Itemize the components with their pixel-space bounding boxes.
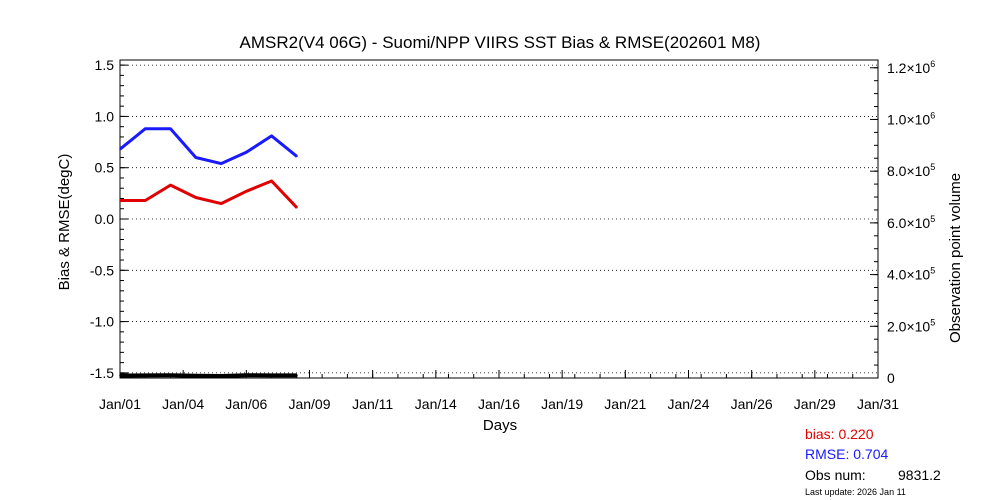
data-point-bias (245, 190, 248, 193)
x-axis: Jan/01 Jan/04 Jan/06 Jan/09 Jan/11 Jan/14 Jan/… (99, 370, 899, 412)
data-point-obs (144, 374, 147, 377)
data-point-bias (119, 199, 121, 202)
x-tick-label: Jan/24 (667, 396, 709, 412)
rmse-stat: RMSE: 0.704 (805, 446, 889, 462)
x-tick-label: Jan/11 (352, 396, 393, 412)
y2-tick-label: 1.2×106 (887, 59, 935, 76)
obs-label: Obs num: (805, 467, 866, 483)
data-point-rmse (119, 148, 121, 150)
data-point-rmse (270, 135, 273, 137)
series-line-obs (119, 373, 297, 378)
data-point-rmse (296, 155, 298, 158)
data-point-rmse (220, 162, 222, 165)
y-tick-label: -0.5 (90, 262, 114, 278)
data-point-bias (169, 184, 172, 186)
chart-title: AMSR2(V4 06G) - Suomi/NPP VIIRS SST Bias… (240, 33, 761, 52)
data-point-rmse (169, 127, 172, 130)
data-point-rmse (144, 127, 147, 130)
y2-axis: 0 2.0×105 4.0×105 6.0×105 8.0×105 1.0×106 1.2×… (870, 59, 935, 386)
y2-axis-label: Observation point volume (947, 173, 964, 343)
bias-stat: bias: 0.220 (805, 426, 874, 442)
y-axis: 1.5 1.0 0.5 0.0 -0.5 -1.0 -1.5 (90, 57, 128, 381)
data-point-bias (195, 196, 197, 199)
grid (120, 64, 878, 374)
data-point-bias (220, 202, 222, 205)
x-tick-label: Jan/04 (162, 396, 204, 412)
y2-tick-label: 0 (887, 370, 895, 386)
y2-tick-label: 1.0×106 (887, 110, 935, 127)
data-point-bias (144, 199, 147, 202)
y-tick-label: -1.5 (90, 365, 114, 381)
y2-tick-label: 8.0×105 (887, 162, 935, 179)
x-tick-label: Jan/29 (794, 396, 836, 412)
y2-tick-label: 4.0×105 (887, 266, 935, 283)
data-point-rmse (195, 156, 197, 159)
x-tick-label: Jan/16 (478, 396, 520, 412)
obs-stat: Obs num: 9831.2 (805, 467, 941, 483)
x-tick-label: Jan/26 (731, 396, 773, 412)
y-tick-label: 1.0 (95, 108, 115, 124)
x-tick-label: Jan/01 (99, 396, 141, 412)
y-tick-label: 0.5 (95, 160, 115, 176)
series-line-bias (120, 179, 298, 209)
data-point-obs (270, 374, 273, 377)
last-update: Last update: 2026 Jan 11 (805, 487, 906, 497)
y-tick-label: -1.0 (90, 314, 114, 330)
series-group (119, 127, 298, 378)
x-tick-label: Jan/06 (225, 396, 267, 412)
data-point-obs (296, 374, 298, 377)
x-axis-label: Days (483, 417, 517, 434)
series-line-rmse (119, 127, 298, 166)
y-tick-label: 1.5 (95, 57, 115, 73)
data-point-obs (169, 374, 172, 377)
y-tick-label: 0.0 (95, 211, 115, 227)
y2-tick-label: 6.0×105 (887, 214, 935, 231)
x-tick-label: Jan/14 (415, 396, 457, 412)
x-tick-label: Jan/31 (857, 396, 899, 412)
obs-value: 9831.2 (898, 467, 941, 483)
data-point-bias (270, 180, 273, 182)
x-tick-label: Jan/09 (288, 396, 330, 412)
data-point-obs (119, 374, 121, 377)
data-point-obs (195, 374, 197, 377)
x-tick-label: Jan/19 (541, 396, 583, 412)
data-point-rmse (245, 151, 248, 154)
y-axis-label: Bias & RMSE(degC) (56, 154, 73, 291)
data-point-obs (220, 375, 222, 377)
data-point-bias (296, 206, 298, 209)
data-point-obs (245, 374, 248, 377)
y2-tick-label: 2.0×105 (887, 317, 935, 334)
x-tick-label: Jan/21 (604, 396, 646, 412)
